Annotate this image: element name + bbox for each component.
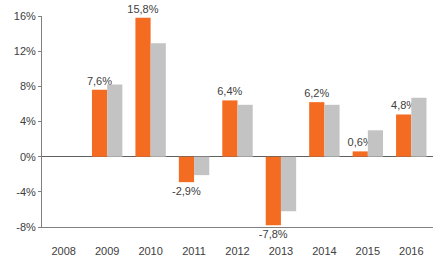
svg-text:2016: 2016 — [399, 245, 423, 257]
svg-text:-2,9%: -2,9% — [172, 185, 201, 197]
svg-text:-4%: -4% — [16, 186, 36, 198]
svg-text:4,8%: 4,8% — [391, 99, 416, 111]
svg-text:2010: 2010 — [138, 245, 162, 257]
svg-text:2008: 2008 — [51, 245, 75, 257]
svg-text:2012: 2012 — [225, 245, 249, 257]
svg-text:6,2%: 6,2% — [304, 87, 329, 99]
svg-text:-8%: -8% — [16, 221, 36, 233]
svg-text:2011: 2011 — [182, 245, 206, 257]
svg-text:4%: 4% — [20, 115, 36, 127]
svg-text:6,4%: 6,4% — [217, 85, 242, 97]
svg-text:8%: 8% — [20, 80, 36, 92]
svg-text:-7,8%: -7,8% — [259, 228, 288, 240]
svg-text:2009: 2009 — [95, 245, 119, 257]
svg-text:7,6%: 7,6% — [87, 75, 112, 87]
svg-text:16%: 16% — [14, 10, 36, 22]
svg-text:15,8%: 15,8% — [127, 3, 158, 15]
svg-text:12%: 12% — [14, 45, 36, 57]
svg-text:0,6%: 0,6% — [348, 136, 373, 148]
svg-text:2014: 2014 — [312, 245, 336, 257]
svg-text:2015: 2015 — [356, 245, 380, 257]
svg-text:0%: 0% — [20, 151, 36, 163]
svg-text:2013: 2013 — [269, 245, 293, 257]
